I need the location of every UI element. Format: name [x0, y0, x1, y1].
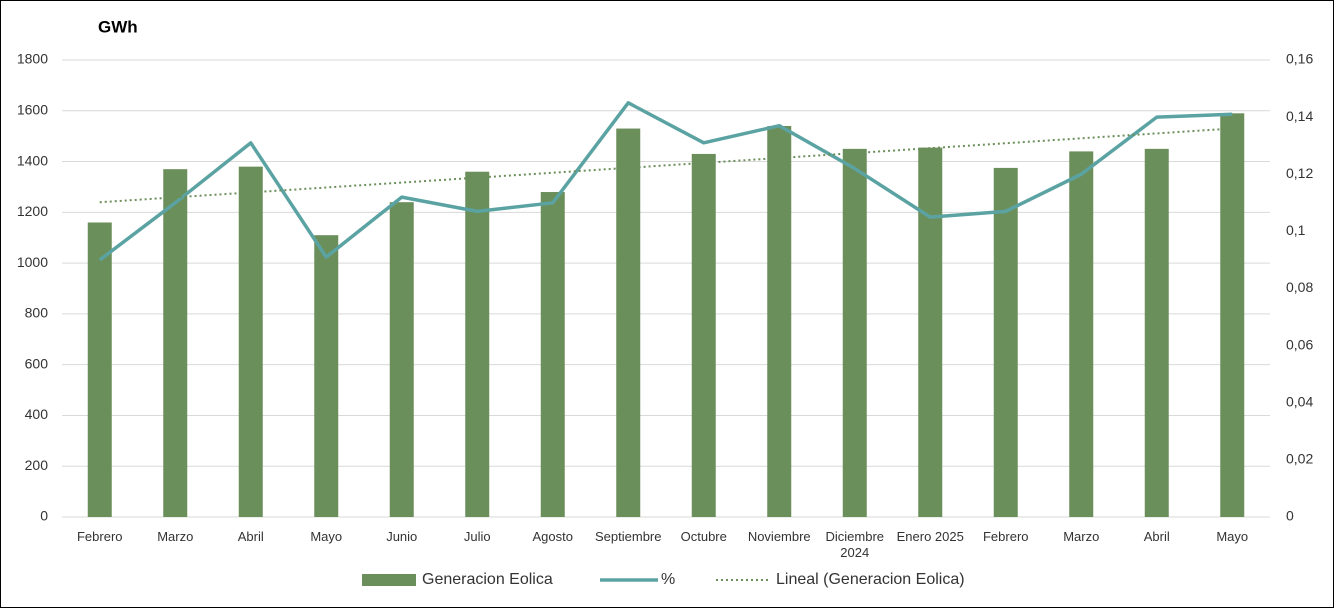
- y2-tick-label: 0: [1286, 508, 1294, 524]
- chart-title: GWh: [98, 17, 138, 36]
- y-tick-label: 200: [25, 457, 49, 473]
- x-tick-label: Abril: [1143, 529, 1170, 544]
- bar: [1069, 151, 1094, 517]
- bar: [842, 148, 867, 517]
- bar: [616, 128, 641, 518]
- bar: [993, 167, 1018, 517]
- x-tick-label: Marzo: [157, 529, 194, 544]
- bar: [389, 202, 414, 517]
- x-tick-label: Noviembre: [747, 529, 811, 544]
- bar: [540, 192, 565, 517]
- y-tick-label: 600: [25, 355, 49, 371]
- bar: [918, 147, 943, 517]
- y-tick-label: 1800: [17, 51, 48, 67]
- line-series: [98, 101, 1233, 262]
- x-tick-label: Mayo: [1216, 529, 1249, 544]
- y2-tick-label: 0,14: [1286, 108, 1313, 124]
- y-tick-label: 800: [25, 305, 49, 321]
- y-tick-label: 1600: [17, 101, 48, 117]
- y-tick-label: 1400: [17, 152, 48, 168]
- x-tick-label: Febrero: [76, 529, 123, 544]
- bar: [691, 153, 716, 517]
- x-tick-label: Febrero: [982, 529, 1029, 544]
- legend-label: Generacion Eolica: [422, 571, 553, 588]
- y-tick-label: 1200: [17, 203, 48, 219]
- y2-tick-label: 0,02: [1286, 451, 1313, 467]
- y2-tick-label: 0,1: [1286, 222, 1306, 238]
- y2-tick-label: 0,06: [1286, 336, 1313, 352]
- y2-tick-label: 0,08: [1286, 279, 1313, 295]
- legend-swatch: [362, 574, 416, 586]
- bar: [87, 222, 112, 517]
- y-tick-label: 0: [40, 508, 48, 524]
- x-tick-label: Abril: [237, 529, 264, 544]
- x-tick-label: Diciembre 2024: [825, 529, 884, 560]
- x-tick-label: Marzo: [1063, 529, 1100, 544]
- bar: [465, 171, 490, 517]
- bar: [238, 166, 263, 517]
- legend-label: %: [661, 571, 675, 588]
- x-tick-label: Agosto: [532, 529, 573, 544]
- x-tick-label: Mayo: [310, 529, 343, 544]
- y-tick-label: 1000: [17, 254, 48, 270]
- x-tick-label: Septiembre: [595, 529, 662, 544]
- y2-tick-label: 0,12: [1286, 165, 1313, 181]
- y2-tick-label: 0,16: [1286, 51, 1313, 67]
- legend-label: Lineal (Generacion Eolica): [776, 571, 965, 588]
- bar: [1220, 113, 1245, 518]
- bar: [767, 126, 792, 517]
- x-tick-label: Enero 2025: [896, 529, 964, 544]
- bar: [1144, 148, 1169, 517]
- y2-tick-label: 0,04: [1286, 393, 1313, 409]
- x-tick-label: Octubre: [680, 529, 727, 544]
- x-tick-label: Junio: [386, 529, 418, 544]
- bar: [314, 235, 339, 517]
- y-tick-label: 400: [25, 406, 49, 422]
- trendline: [99, 127, 1233, 204]
- x-tick-label: Julio: [463, 529, 491, 544]
- bar: [163, 169, 188, 517]
